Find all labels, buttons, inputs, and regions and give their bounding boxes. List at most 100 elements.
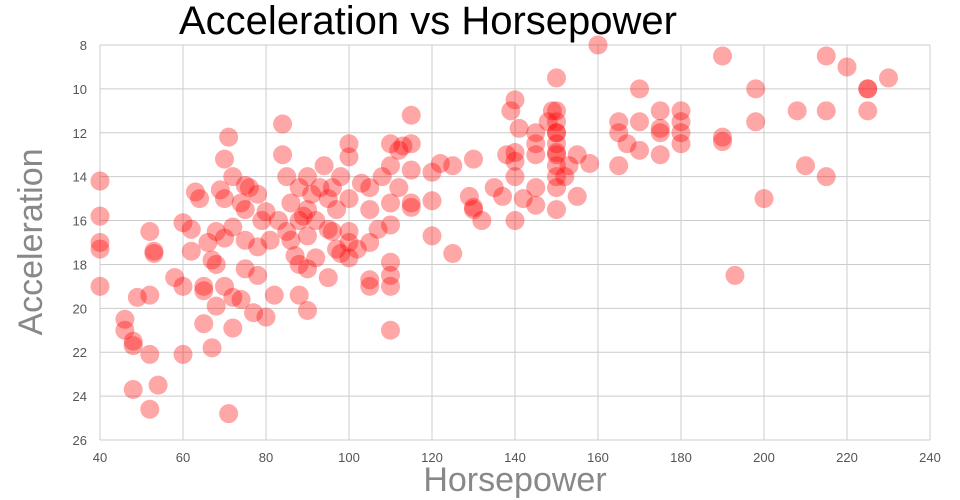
data-point	[464, 200, 483, 220]
chart-title: Acceleration vs Horsepower	[179, 0, 677, 43]
data-point	[140, 222, 160, 242]
y-tick-labels: 8 10 12 14 16 18 20 22 24 26	[73, 38, 87, 448]
data-point	[513, 189, 533, 209]
data-point	[260, 230, 280, 250]
data-point	[181, 219, 201, 239]
data-point	[351, 173, 371, 193]
data-point	[443, 156, 463, 176]
data-point	[796, 156, 815, 176]
data-point	[318, 189, 338, 209]
data-point	[277, 222, 297, 242]
data-point	[248, 184, 268, 204]
data-point	[422, 191, 442, 211]
data-point	[609, 112, 629, 132]
data-point	[725, 265, 745, 285]
data-point	[144, 241, 164, 261]
data-point	[298, 301, 317, 321]
data-point	[360, 200, 380, 220]
y-tick-label: 20	[73, 301, 87, 316]
data-point	[671, 101, 691, 121]
x-tick-label: 220	[836, 450, 858, 465]
data-point	[235, 230, 255, 250]
data-point	[401, 193, 421, 213]
data-point	[223, 217, 243, 237]
data-point	[318, 268, 338, 288]
data-point	[389, 178, 409, 198]
data-point	[555, 167, 575, 187]
data-point	[464, 197, 483, 217]
data-point	[547, 143, 566, 163]
data-point	[526, 195, 546, 215]
data-point	[123, 331, 143, 351]
y-tick-label: 18	[73, 257, 87, 272]
data-point	[210, 180, 230, 200]
data-point	[547, 112, 566, 132]
data-point	[331, 167, 351, 187]
data-point	[381, 215, 400, 235]
data-point	[381, 252, 400, 272]
data-point	[115, 309, 135, 329]
data-point	[298, 200, 317, 220]
y-tick-label: 8	[80, 38, 87, 53]
x-tick-label: 100	[338, 450, 360, 465]
data-point	[289, 285, 309, 305]
data-point	[422, 162, 442, 182]
data-point	[372, 167, 392, 187]
data-point	[264, 285, 284, 305]
data-point	[173, 213, 193, 233]
data-point	[567, 186, 587, 206]
data-point	[306, 211, 326, 231]
data-point	[816, 101, 836, 121]
data-point	[339, 134, 359, 154]
y-tick-label: 24	[73, 389, 87, 404]
data-point	[140, 399, 160, 419]
data-point	[368, 219, 388, 239]
data-point	[671, 123, 691, 143]
data-point	[231, 290, 251, 310]
grid-lines	[99, 44, 931, 441]
x-tick-labels: 40 60 80 100 120 140 160 180 200 220 240	[93, 450, 941, 465]
data-point	[630, 140, 649, 160]
data-point	[256, 202, 276, 222]
data-point	[381, 265, 400, 285]
data-point	[289, 178, 309, 198]
data-point	[443, 243, 463, 263]
data-point	[181, 241, 201, 261]
data-point	[314, 156, 334, 176]
data-point	[401, 160, 421, 180]
data-point	[401, 197, 421, 217]
y-tick-label: 26	[73, 433, 87, 448]
x-tick-label: 160	[587, 450, 609, 465]
data-point	[235, 259, 255, 279]
data-point	[215, 228, 234, 248]
data-point	[505, 151, 525, 171]
data-point	[327, 239, 347, 259]
data-point	[248, 237, 268, 257]
data-point	[630, 112, 649, 132]
data-point	[318, 219, 338, 239]
data-point	[285, 246, 305, 266]
data-point	[90, 206, 110, 226]
data-point	[559, 156, 579, 176]
y-tick-label: 16	[73, 214, 87, 229]
data-point	[360, 233, 380, 252]
data-point	[347, 239, 367, 259]
data-point	[127, 287, 147, 307]
y-tick-label: 10	[73, 82, 87, 97]
data-point	[746, 112, 766, 132]
data-point	[144, 243, 164, 263]
data-point	[430, 154, 450, 173]
y-tick-label: 12	[73, 126, 87, 141]
data-point	[754, 189, 774, 209]
data-point	[277, 167, 297, 187]
y-tick-label: 14	[73, 170, 87, 185]
data-point	[542, 101, 562, 121]
data-point	[206, 254, 226, 274]
data-point	[816, 167, 836, 187]
x-tick-label: 120	[421, 450, 443, 465]
x-tick-label: 240	[919, 450, 941, 465]
data-point	[858, 79, 878, 99]
data-point	[393, 136, 413, 156]
data-point	[322, 178, 342, 198]
